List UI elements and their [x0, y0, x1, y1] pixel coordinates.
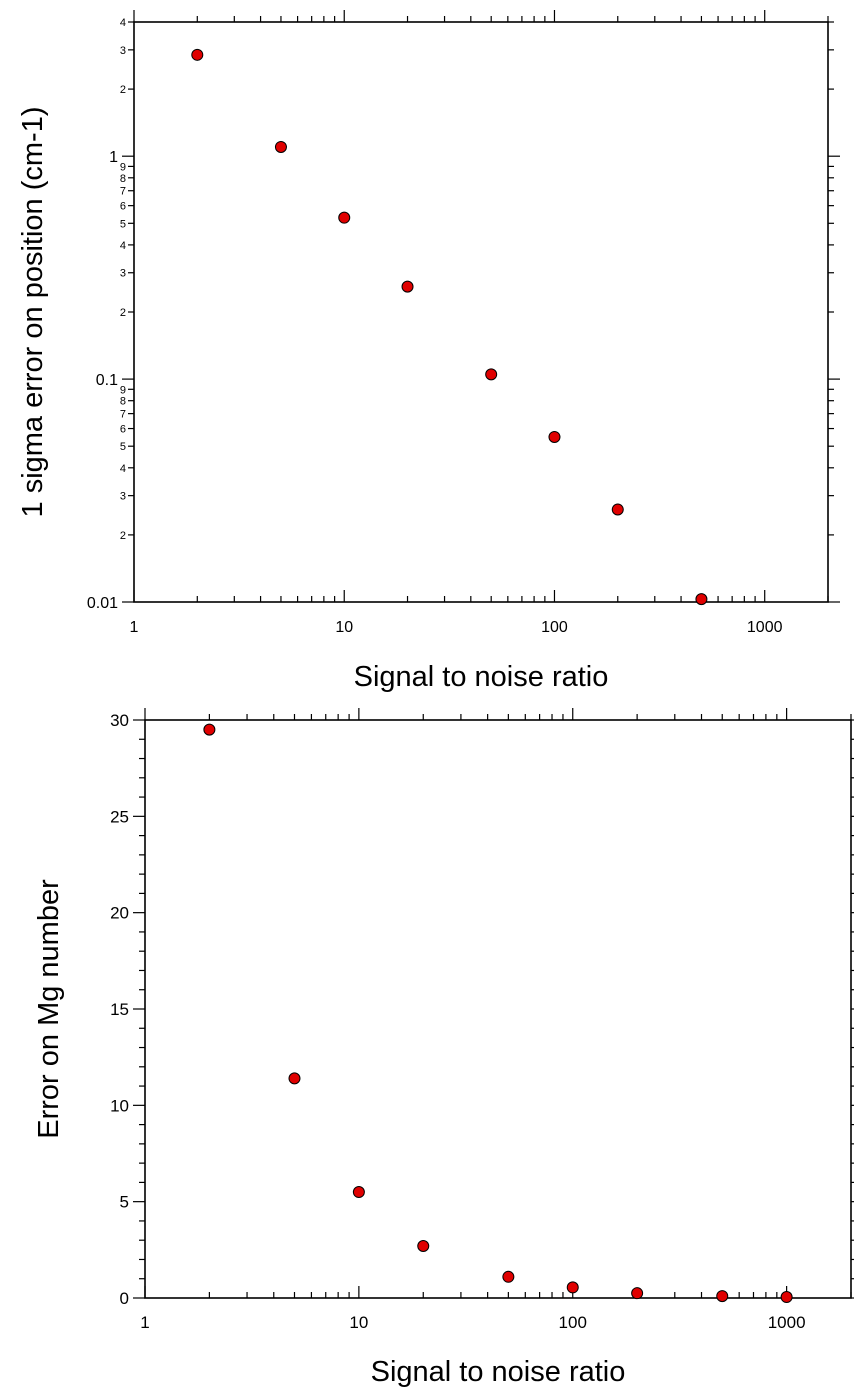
data-point	[611, 503, 624, 516]
y-tick-label: 5	[120, 1193, 129, 1212]
y-tick-label: 0.01	[87, 595, 118, 612]
x-tick-label: 10	[335, 619, 353, 636]
y-axis-ticks	[122, 21, 840, 603]
y-minor-tick-label: 9	[120, 384, 126, 396]
y-minor-tick-label: 3	[120, 45, 126, 57]
y-minor-tick-label: 5	[120, 441, 126, 453]
data-point	[485, 368, 498, 381]
y-axis-title: Error on Mg number	[33, 879, 65, 1139]
x-tick-label: 100	[559, 1313, 587, 1332]
data-point	[338, 211, 351, 224]
y-minor-tick-label: 7	[120, 186, 126, 198]
y-minor-tick-label: 5	[120, 218, 126, 230]
y-tick-label: 0	[120, 1289, 129, 1308]
x-tick-label: 1	[130, 619, 139, 636]
y-tick-label: 0.1	[96, 372, 118, 389]
y-tick-label: 20	[110, 904, 129, 923]
data-point	[502, 1270, 515, 1283]
x-tick-label: 1000	[747, 619, 783, 636]
data-point	[352, 1186, 365, 1199]
plot-frame	[144, 719, 852, 1299]
y-minor-tick-label: 4	[120, 17, 126, 29]
chart-position-error: 1 10 100 100023456789234567892340.010.11Sig…	[17, 10, 840, 693]
data-point	[780, 1291, 793, 1304]
data-point	[695, 593, 708, 606]
y-minor-tick-label: 6	[120, 424, 126, 436]
y-tick-label: 10	[110, 1096, 129, 1115]
x-tick-label: 1000	[768, 1313, 806, 1332]
y-minor-tick-label: 6	[120, 201, 126, 213]
y-minor-tick-label: 2	[120, 84, 126, 96]
plot-frame	[133, 21, 829, 603]
y-axis-ticks	[133, 719, 854, 1299]
chart-mg-error: 1 10 100 1000 0 5 10 15 20 25 30 Signal to noise ra…	[33, 708, 854, 1388]
data-point	[288, 1072, 301, 1085]
y-tick-label: 25	[110, 807, 129, 826]
data-point	[401, 280, 414, 293]
y-minor-tick-label: 8	[120, 173, 126, 185]
data-point	[191, 48, 204, 61]
y-minor-tick-label: 2	[120, 530, 126, 542]
y-axis-title: 1 sigma error on position (cm-1)	[17, 107, 49, 518]
x-tick-label: 100	[541, 619, 568, 636]
x-tick-label: 10	[349, 1313, 368, 1332]
y-tick-label: 15	[110, 1000, 129, 1019]
data-point	[548, 430, 561, 443]
data-point	[203, 723, 216, 736]
data-point	[566, 1281, 579, 1294]
data-point	[417, 1239, 430, 1252]
y-tick-label: 30	[110, 711, 129, 730]
x-tick-label: 1	[140, 1313, 149, 1332]
y-minor-tick-label: 7	[120, 409, 126, 421]
data-point	[716, 1290, 729, 1303]
x-axis-ticks	[133, 10, 829, 602]
y-minor-tick-label: 2	[120, 307, 126, 319]
y-minor-tick-label: 8	[120, 396, 126, 408]
y-minor-tick-label: 4	[120, 240, 126, 252]
y-minor-tick-label: 3	[120, 268, 126, 280]
y-minor-tick-label: 4	[120, 463, 126, 475]
x-axis-ticks	[144, 708, 852, 1298]
y-minor-tick-label: 9	[120, 161, 126, 173]
data-series	[191, 48, 708, 606]
data-point	[274, 140, 287, 153]
x-axis-title: Signal to noise ratio	[354, 661, 609, 693]
y-tick-label: 1	[109, 149, 118, 166]
data-series	[203, 723, 793, 1304]
data-point	[631, 1287, 644, 1300]
x-axis-title: Signal to noise ratio	[371, 1356, 626, 1388]
y-minor-tick-label: 3	[120, 491, 126, 503]
